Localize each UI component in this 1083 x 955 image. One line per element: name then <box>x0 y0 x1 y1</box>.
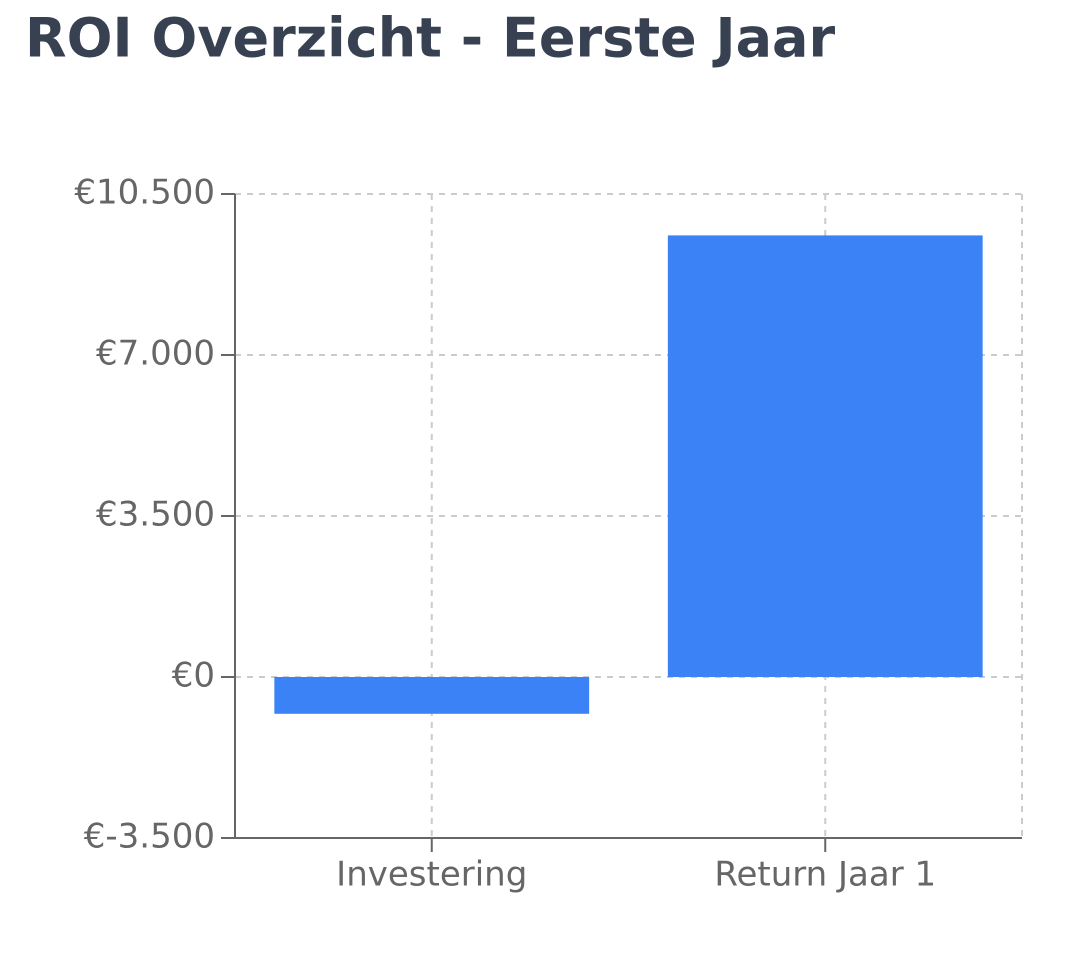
x-tick-label: Return Jaar 1 <box>714 855 936 895</box>
y-tick-label: €3.500 <box>96 495 215 535</box>
bar <box>667 235 983 677</box>
y-tick-label: €10.500 <box>74 173 215 213</box>
y-tick-label: €7.000 <box>96 334 215 374</box>
chart-title: ROI Overzicht - Eerste Jaar <box>25 7 835 70</box>
y-tick-label: €0 <box>172 656 215 696</box>
x-tick-label: Investering <box>336 855 527 895</box>
y-tick-label: €-3.500 <box>84 817 215 857</box>
bar <box>274 677 590 714</box>
